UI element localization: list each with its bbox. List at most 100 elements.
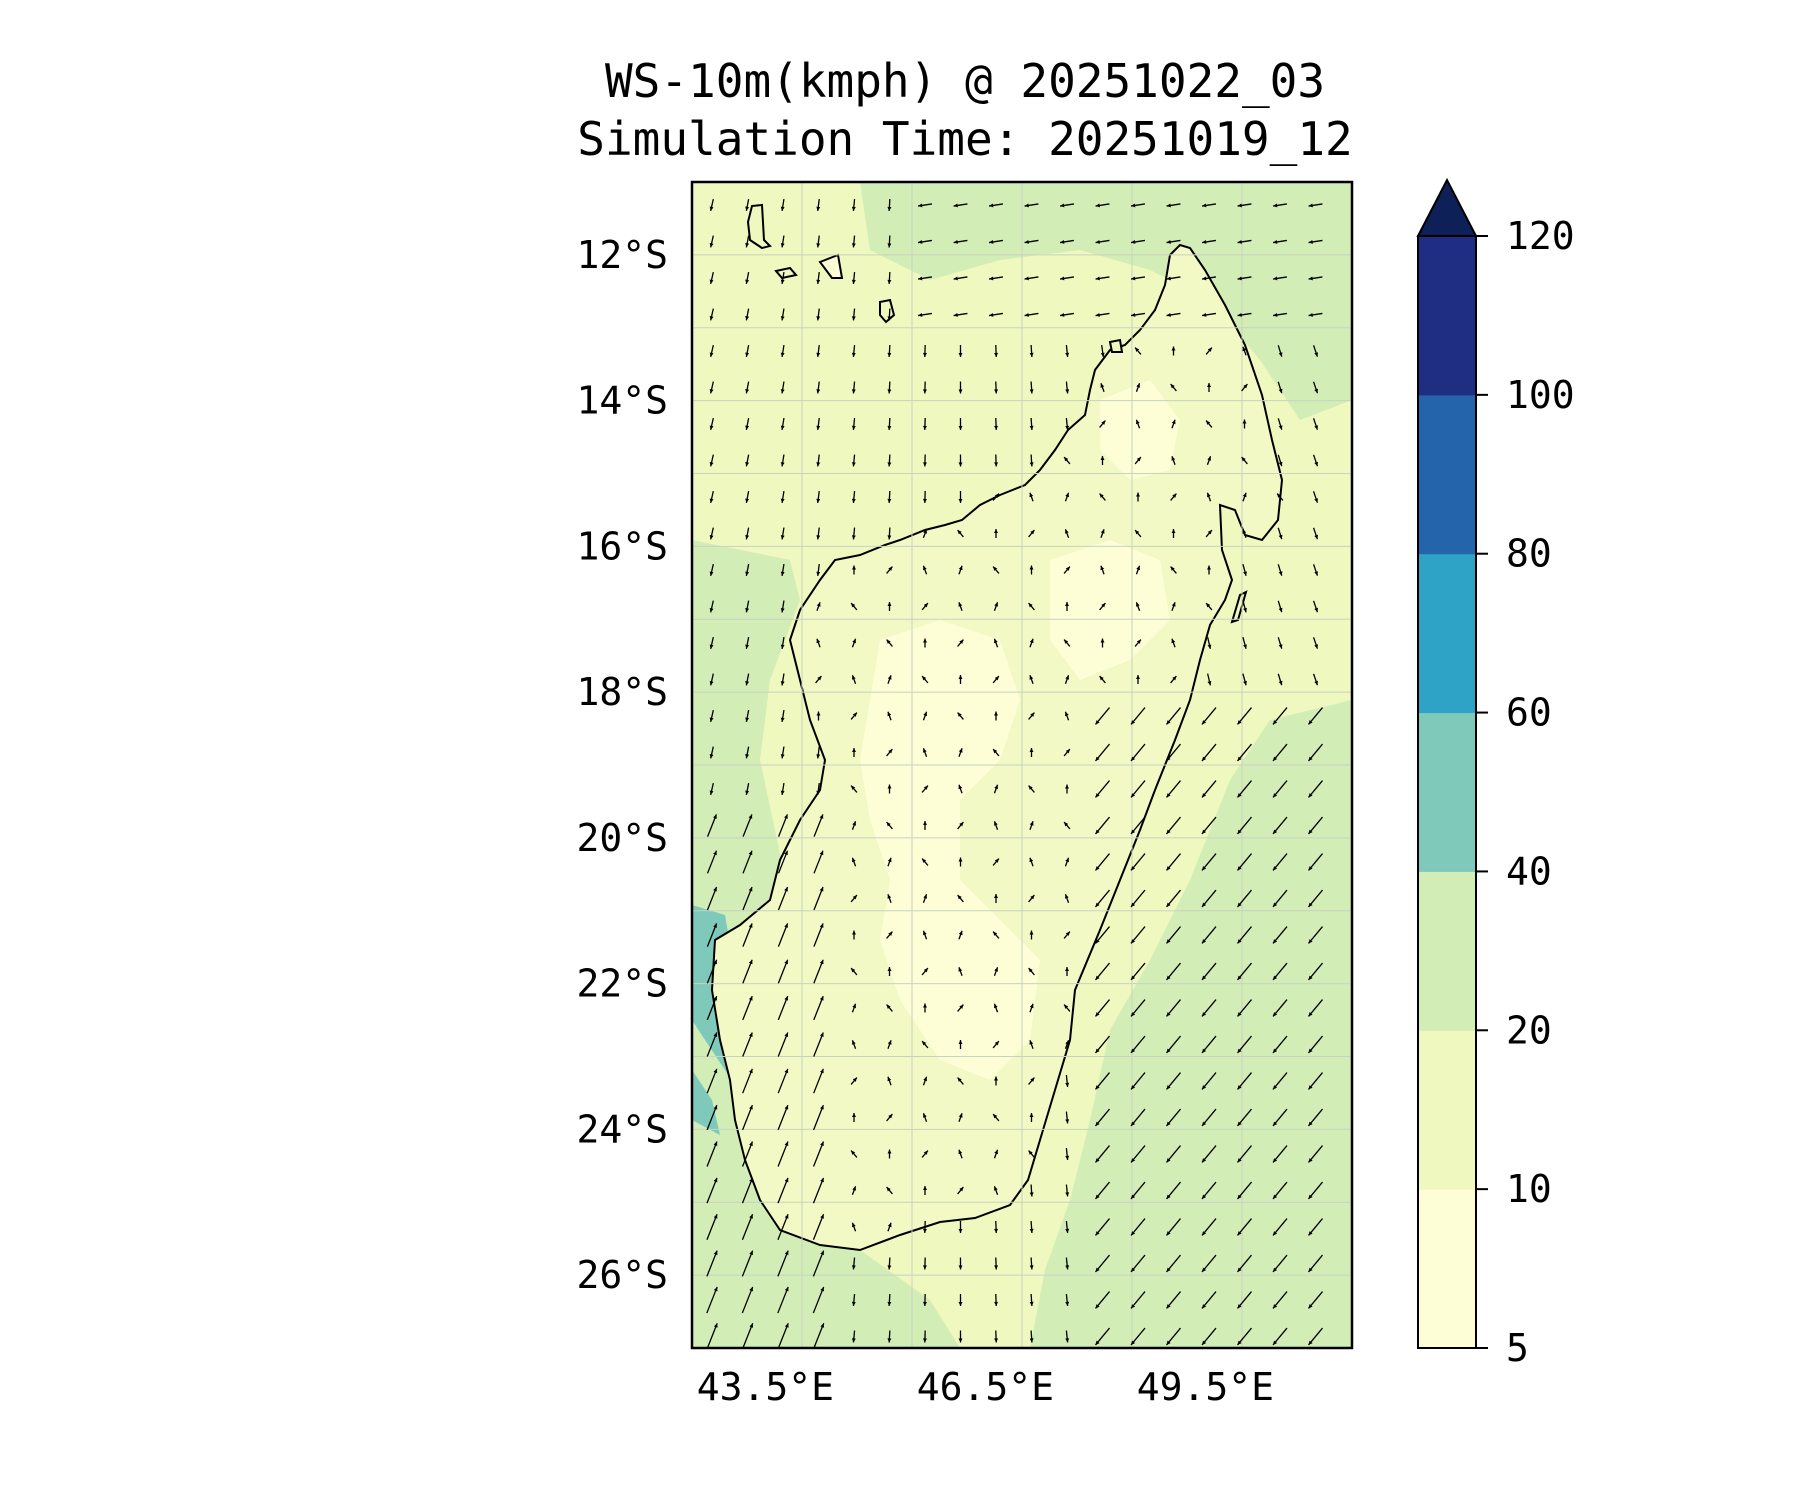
wind-arrow bbox=[1272, 926, 1288, 944]
wind-arrow bbox=[851, 381, 856, 394]
wind-arrow bbox=[745, 308, 750, 321]
wind-arrow bbox=[886, 821, 893, 830]
wind-arrow bbox=[1307, 1108, 1324, 1127]
wind-arrow bbox=[1201, 1145, 1217, 1163]
wind-arrow bbox=[706, 886, 718, 911]
wind-arrow bbox=[851, 308, 856, 321]
wind-arrow bbox=[922, 1330, 927, 1343]
wind-arrow bbox=[850, 1150, 858, 1158]
wind-arrow bbox=[780, 563, 785, 577]
wind-arrow bbox=[1236, 780, 1253, 798]
wind-arrow bbox=[1063, 821, 1071, 830]
wind-arrow bbox=[1205, 347, 1213, 355]
wind-arrow bbox=[1201, 276, 1217, 281]
wind-arrow bbox=[992, 1040, 1000, 1049]
wind-arrow bbox=[958, 490, 963, 504]
y-tick-label: 16°S bbox=[576, 524, 668, 568]
wind-arrow bbox=[922, 1076, 928, 1086]
wind-arrow bbox=[851, 1040, 857, 1049]
wind-arrow bbox=[1308, 1365, 1322, 1382]
wind-arrow bbox=[851, 675, 857, 684]
wind-arrow bbox=[741, 1250, 754, 1277]
wind-arrow bbox=[780, 490, 785, 504]
wind-arrow bbox=[1170, 383, 1177, 392]
wind-arrow bbox=[816, 490, 821, 504]
wind-arrow bbox=[922, 1293, 927, 1307]
wind-arrow bbox=[813, 959, 824, 984]
wind-arrow bbox=[777, 923, 789, 947]
wind-arrow bbox=[1024, 203, 1039, 208]
wind-arrow bbox=[1312, 491, 1319, 503]
wind-arrow bbox=[851, 1330, 856, 1343]
wind-arrow bbox=[1065, 1147, 1070, 1161]
wind-arrow bbox=[777, 1141, 789, 1167]
wind-arrow bbox=[1308, 239, 1323, 244]
wind-arrow bbox=[742, 814, 753, 837]
wind-arrow bbox=[886, 748, 893, 757]
wind-arrow bbox=[887, 602, 892, 611]
wind-arrow bbox=[1307, 1291, 1324, 1309]
wind-arrow bbox=[777, 1323, 789, 1348]
wind-arrow bbox=[706, 1323, 718, 1348]
wind-arrow bbox=[958, 454, 963, 467]
wind-arrow bbox=[994, 1330, 999, 1343]
wind-arrow bbox=[1201, 962, 1217, 981]
wind-arrow bbox=[923, 1003, 927, 1013]
wind-arrow bbox=[921, 858, 929, 866]
wind-arrow bbox=[1236, 1145, 1253, 1163]
wind-arrow bbox=[1241, 456, 1248, 465]
wind-arrow bbox=[1063, 456, 1071, 465]
wind-arrow bbox=[741, 1286, 754, 1314]
wind-arrow bbox=[1029, 675, 1034, 684]
gridlines bbox=[692, 182, 1352, 1348]
wind-arrow bbox=[1201, 1291, 1217, 1309]
wind-arrow bbox=[1165, 1218, 1182, 1236]
wind-arrow bbox=[994, 344, 999, 358]
wind-arrow bbox=[887, 1076, 892, 1086]
wind-arrow bbox=[709, 746, 714, 759]
wind-arrow bbox=[1201, 239, 1217, 244]
wind-arrow bbox=[1029, 1113, 1034, 1122]
wind-arrow bbox=[922, 417, 927, 431]
wind-arrow bbox=[922, 748, 928, 757]
wind-arrow bbox=[1130, 999, 1146, 1017]
wind-arrow bbox=[777, 1213, 789, 1241]
wind-arrow bbox=[922, 1257, 927, 1270]
wind-arrow bbox=[1171, 346, 1176, 356]
wind-arrow bbox=[887, 490, 892, 504]
wind-arrow bbox=[992, 493, 1000, 501]
wind-arrow bbox=[1029, 1184, 1034, 1197]
wind-arrow bbox=[777, 959, 789, 984]
wind-arrow bbox=[851, 1003, 857, 1013]
wind-arrow bbox=[709, 673, 714, 686]
wind-arrow bbox=[812, 1286, 825, 1314]
wind-arrow bbox=[780, 381, 785, 394]
wind-arrow bbox=[988, 203, 1004, 208]
wind-arrow bbox=[1130, 889, 1146, 908]
wind-arrow bbox=[917, 239, 933, 244]
wind-arrow bbox=[1135, 602, 1141, 611]
wind-arrow bbox=[1207, 565, 1211, 575]
wind-arrow bbox=[921, 1040, 929, 1049]
wind-arrow bbox=[1166, 312, 1181, 317]
wind-arrow bbox=[813, 1323, 825, 1348]
wind-arrow bbox=[958, 602, 963, 611]
wind-arrow bbox=[850, 1077, 858, 1085]
wind-arrow bbox=[1201, 1254, 1217, 1273]
wind-arrow bbox=[780, 454, 785, 467]
wind-arrow bbox=[1095, 203, 1110, 208]
wind-arrow bbox=[709, 418, 714, 430]
wind-arrow bbox=[887, 527, 892, 540]
wind-arrow bbox=[993, 821, 999, 830]
x-tick-label: 46.5°E bbox=[917, 1365, 1054, 1409]
wind-arrow bbox=[851, 344, 856, 358]
wind-arrow bbox=[851, 857, 857, 867]
wind-arrow bbox=[741, 1213, 754, 1241]
wind-arrow bbox=[1134, 347, 1142, 355]
y-tick-label: 14°S bbox=[576, 379, 668, 423]
wind-arrow bbox=[921, 602, 929, 611]
wind-arrow bbox=[887, 235, 892, 248]
wind-arrow bbox=[917, 203, 933, 208]
island-nosy-be bbox=[1108, 338, 1124, 353]
